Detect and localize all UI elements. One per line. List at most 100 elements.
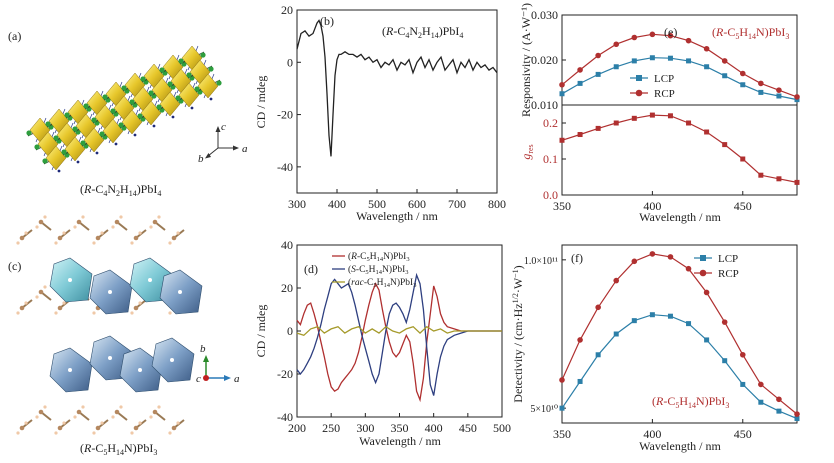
chart-e-rcp-point [577, 67, 583, 73]
iodine-atom [129, 99, 135, 105]
chart-f-legend: LCP RCP [694, 253, 739, 280]
iodine-atom [175, 95, 181, 101]
crystal-structure-c [16, 215, 203, 435]
chart-f-series-1-line [561, 253, 798, 415]
chart-e-rcp-point [595, 52, 601, 59]
chart-d-y-ticks: -40 -20 0 20 40 [277, 238, 301, 424]
chart-e-x-label: Wavelength / nm [639, 210, 721, 224]
chart-b-x-tick-label: 400 [328, 197, 346, 211]
chart-f-rcp-point [721, 319, 728, 325]
chart-e-rcp-point [721, 58, 728, 64]
chart-e-rcp-point [685, 37, 692, 44]
chart-e-lcp-point [722, 73, 728, 79]
chart-e-bottom-y-label: gres [519, 144, 535, 159]
hydrogen-atom [43, 405, 47, 409]
chart-f-lcp-point [722, 358, 728, 364]
lead-atom [68, 278, 72, 282]
chart-f-frame [561, 244, 798, 424]
chart-b: 300 400 500 600 700 800 -40 -20 0 20 (b) (R-C4N2… [254, 3, 506, 223]
hydrogen-atom [119, 215, 123, 219]
carbon-atom [38, 219, 44, 225]
iodine-atom [34, 144, 40, 150]
chart-d: 200 250 300 350 400 450 500 -40 -20 0 20 40 (d) (R… [254, 238, 511, 448]
iodine-atom [45, 121, 51, 127]
chart-e-bottom-y-tick-label: 0.0 [543, 188, 558, 202]
chart-b-panel-label: (b) [320, 14, 334, 28]
chart-e-rcp-point [631, 34, 638, 41]
chart-d-y-tick-label: 0 [287, 324, 293, 338]
hydrogen-atom [81, 215, 85, 219]
hydrogen-atom [111, 415, 115, 419]
chart-d-x-ticks: 200 250 300 350 400 450 500 [288, 413, 511, 435]
chart-f-lcp-point [667, 313, 673, 319]
chart-f-series-0-line [561, 314, 798, 420]
chart-e-legend-rcp: RCP [654, 88, 675, 100]
chart-f-legend-rcp: RCP [718, 268, 739, 280]
chart-e-lcp-point [559, 91, 565, 97]
hydrogen-atom [24, 301, 28, 305]
hydrogen-atom [157, 215, 161, 219]
chart-d-x-tick-label: 200 [288, 421, 306, 435]
axis-c-label-a: c [221, 121, 226, 133]
chart-b-x-tick-label: 600 [408, 197, 426, 211]
chart-f-lcp-point [649, 312, 655, 318]
chart-f-rcp-point [559, 377, 565, 383]
iodine-atom [121, 85, 127, 91]
chart-f-rcp-point [595, 304, 601, 311]
axis-c-label-c: c [196, 373, 201, 385]
chart-f-legend-lcp: LCP [718, 253, 738, 265]
chart-e-lcp-point [613, 64, 619, 70]
chart-f-x-ticks: 350 400 450 [553, 419, 752, 441]
iodine-atom [186, 72, 192, 78]
chart-d-x-label: Wavelength / nm [359, 434, 441, 448]
hydrogen-atom [54, 431, 58, 435]
chart-f-rcp-point [613, 277, 620, 284]
hydrogen-atom [54, 241, 58, 245]
carbon-atom [57, 305, 63, 311]
chart-e-title: (R-C5H14N)PbI3 [712, 25, 789, 41]
iodine-atom [83, 103, 89, 109]
chart-f-lcp-point [577, 378, 583, 384]
chart-f-x-tick-label: 350 [553, 427, 571, 441]
iodine-atom [61, 149, 67, 155]
hydrogen-atom [92, 311, 96, 315]
panel-c-label: (c) [8, 259, 21, 273]
chart-e-legend: LCP RCP [630, 73, 675, 100]
chart-e-bottom-frame [561, 104, 798, 196]
chart-e-lcp-point [758, 89, 764, 95]
chart-e-gres-point [704, 129, 710, 135]
chart-d-legend: (R-C5H14N)PbI3 (S-C5H14N)PbI3 (rac-C5H14… [332, 251, 416, 289]
iodine-atom [167, 81, 173, 87]
chart-e-x-tick-label: 400 [643, 199, 661, 213]
chart-f-rcp-point [776, 396, 782, 403]
hydrogen-atom [168, 431, 172, 435]
lead-atom [108, 356, 112, 360]
axis-triad-c: b a c [196, 343, 240, 385]
chart-d-series-1-line [296, 272, 502, 396]
hydrogen-atom [168, 241, 172, 245]
chart-e-x-tick-label: 350 [553, 199, 571, 213]
chart-f-y-tick-label: 1.0×10¹¹ [524, 256, 558, 267]
panel-c: (c) b a c (R-C5H14N)PbI3 [8, 215, 240, 457]
carbon-atom [171, 235, 177, 241]
lead-atom [138, 368, 142, 372]
chart-e-gres-point [559, 137, 565, 143]
lead-atom [148, 278, 152, 282]
hydrogen-atom [73, 225, 77, 229]
iodine-atom [200, 52, 206, 58]
pbi6-octahedron [197, 73, 219, 99]
chart-e-rcp-point [794, 94, 800, 100]
carbon-atom [38, 289, 44, 295]
chart-f-x-tick-label: 400 [643, 427, 661, 441]
chart-e-rcp-point [703, 45, 710, 52]
nitrogen-atom [95, 151, 99, 155]
chart-d-x-tick-label: 500 [493, 421, 511, 435]
iodine-atom [53, 135, 59, 141]
chart-f-lcp-point [740, 381, 746, 387]
chart-f-lcp-point [758, 399, 764, 405]
carbon-atom [19, 235, 25, 241]
chart-e-gres-point [613, 120, 619, 126]
nitrogen-atom [152, 124, 156, 128]
hydrogen-atom [16, 241, 20, 245]
carbon-atom [171, 425, 177, 431]
